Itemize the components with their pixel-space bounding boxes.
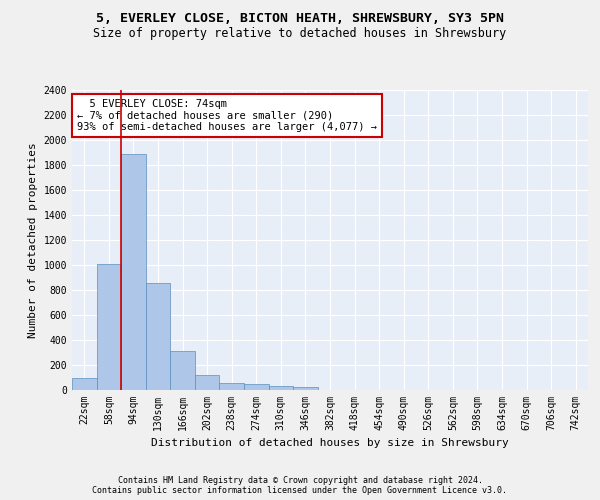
Text: Contains public sector information licensed under the Open Government Licence v3: Contains public sector information licen… — [92, 486, 508, 495]
Bar — [244, 384, 269, 390]
Text: Size of property relative to detached houses in Shrewsbury: Size of property relative to detached ho… — [94, 28, 506, 40]
Bar — [121, 154, 146, 390]
Text: Contains HM Land Registry data © Crown copyright and database right 2024.: Contains HM Land Registry data © Crown c… — [118, 476, 482, 485]
Bar — [195, 375, 220, 390]
Text: 5 EVERLEY CLOSE: 74sqm
← 7% of detached houses are smaller (290)
93% of semi-det: 5 EVERLEY CLOSE: 74sqm ← 7% of detached … — [77, 99, 377, 132]
Bar — [97, 264, 121, 390]
Bar — [146, 282, 170, 390]
Y-axis label: Number of detached properties: Number of detached properties — [28, 142, 38, 338]
Bar — [170, 350, 195, 390]
X-axis label: Distribution of detached houses by size in Shrewsbury: Distribution of detached houses by size … — [151, 438, 509, 448]
Bar — [269, 386, 293, 390]
Bar — [293, 387, 318, 390]
Bar — [220, 382, 244, 390]
Text: 5, EVERLEY CLOSE, BICTON HEATH, SHREWSBURY, SY3 5PN: 5, EVERLEY CLOSE, BICTON HEATH, SHREWSBU… — [96, 12, 504, 26]
Bar — [72, 378, 97, 390]
